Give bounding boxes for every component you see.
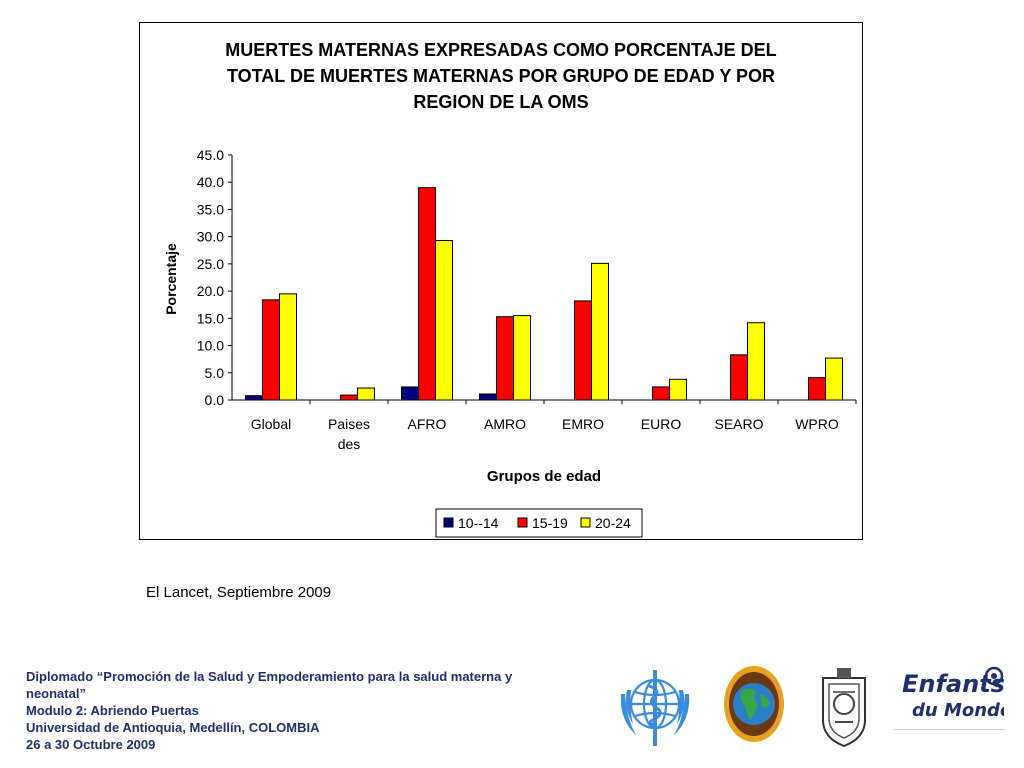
y-tick-label: 0.0 bbox=[205, 392, 225, 408]
x-tick-label: Paises bbox=[328, 416, 370, 432]
y-tick-label: 20.0 bbox=[197, 283, 224, 299]
y-tick-label: 25.0 bbox=[197, 256, 224, 272]
bar bbox=[591, 262, 609, 401]
legend-swatch bbox=[580, 517, 591, 528]
y-tick-label: 10.0 bbox=[197, 338, 224, 354]
x-tick-label: EMRO bbox=[562, 416, 604, 432]
y-tick-label: 35.0 bbox=[197, 201, 224, 217]
x-axis-label: Grupos de edad bbox=[487, 468, 601, 485]
y-axis-label: Porcentaje bbox=[163, 243, 179, 315]
x-tick-label: Global bbox=[251, 416, 291, 432]
x-tick-label: WPRO bbox=[795, 416, 839, 432]
bar-chart: 0.0 5.0 10.0 15.0 20.0 25.0 30.0 35.0 40.0 45.0 Gl… bbox=[163, 147, 857, 538]
x-tick-label: AMRO bbox=[484, 416, 526, 432]
bar bbox=[825, 357, 843, 401]
x-tick-label: AFRO bbox=[408, 416, 447, 432]
y-tick-label: 40.0 bbox=[197, 174, 224, 190]
edm-word-1: Enfants bbox=[902, 670, 1004, 698]
bar bbox=[574, 300, 592, 401]
edm-word-2: du Monde bbox=[912, 700, 1004, 721]
bar bbox=[496, 316, 514, 401]
footer-line-3: Modulo 2: Abriendo Puertas bbox=[26, 703, 199, 718]
bar bbox=[652, 386, 670, 401]
divider bbox=[893, 729, 1005, 730]
bar bbox=[401, 386, 419, 401]
chart-frame: MUERTES MATERNAS EXPRESADAS COMO PORCENT… bbox=[139, 22, 863, 540]
footer-text: Diplomado “Promoción de la Salud y Empod… bbox=[26, 668, 586, 753]
footer-line-1: Diplomado “Promoción de la Salud y Empod… bbox=[26, 669, 513, 684]
legend-label: 10--14 bbox=[458, 515, 499, 531]
bar bbox=[747, 322, 765, 401]
y-tick-label: 15.0 bbox=[197, 310, 224, 326]
enfants-du-monde-logo: Enfants du Monde bbox=[902, 666, 1004, 721]
x-tick-label: des bbox=[338, 436, 361, 452]
bar bbox=[479, 393, 497, 401]
footer-line-2: neonatal” bbox=[26, 686, 86, 701]
bar bbox=[262, 299, 280, 401]
x-tick-label: SEARO bbox=[714, 416, 763, 432]
bar bbox=[513, 315, 531, 401]
bar bbox=[245, 395, 263, 401]
footer-line-4: Universidad de Antioquia, Medellín, COLO… bbox=[26, 720, 320, 735]
who-logo bbox=[620, 670, 690, 746]
bar bbox=[357, 387, 375, 401]
x-tick-label: EURO bbox=[641, 416, 682, 432]
y-tick-label: 30.0 bbox=[197, 229, 224, 245]
bar bbox=[340, 394, 358, 401]
bar bbox=[418, 187, 436, 401]
legend-swatch bbox=[517, 517, 528, 528]
y-tick-label: 45.0 bbox=[197, 147, 224, 163]
y-tick-label: 5.0 bbox=[205, 365, 225, 381]
footer-line-5: 26 a 30 Octubre 2009 bbox=[26, 737, 156, 752]
bar bbox=[730, 354, 748, 401]
bar bbox=[808, 377, 826, 401]
chart-title: MUERTES MATERNAS EXPRESADAS COMO PORCENT… bbox=[225, 40, 777, 112]
bar bbox=[669, 378, 687, 401]
legend-box bbox=[435, 508, 643, 538]
globe-logo bbox=[724, 666, 784, 742]
source-citation: El Lancet, Septiembre 2009 bbox=[146, 584, 332, 601]
legend-label: 20-24 bbox=[595, 515, 631, 531]
legend-label: 15-19 bbox=[532, 515, 568, 531]
university-seal-logo bbox=[822, 668, 866, 748]
bar bbox=[279, 293, 297, 401]
bar bbox=[435, 239, 453, 401]
legend-swatch bbox=[443, 517, 454, 528]
